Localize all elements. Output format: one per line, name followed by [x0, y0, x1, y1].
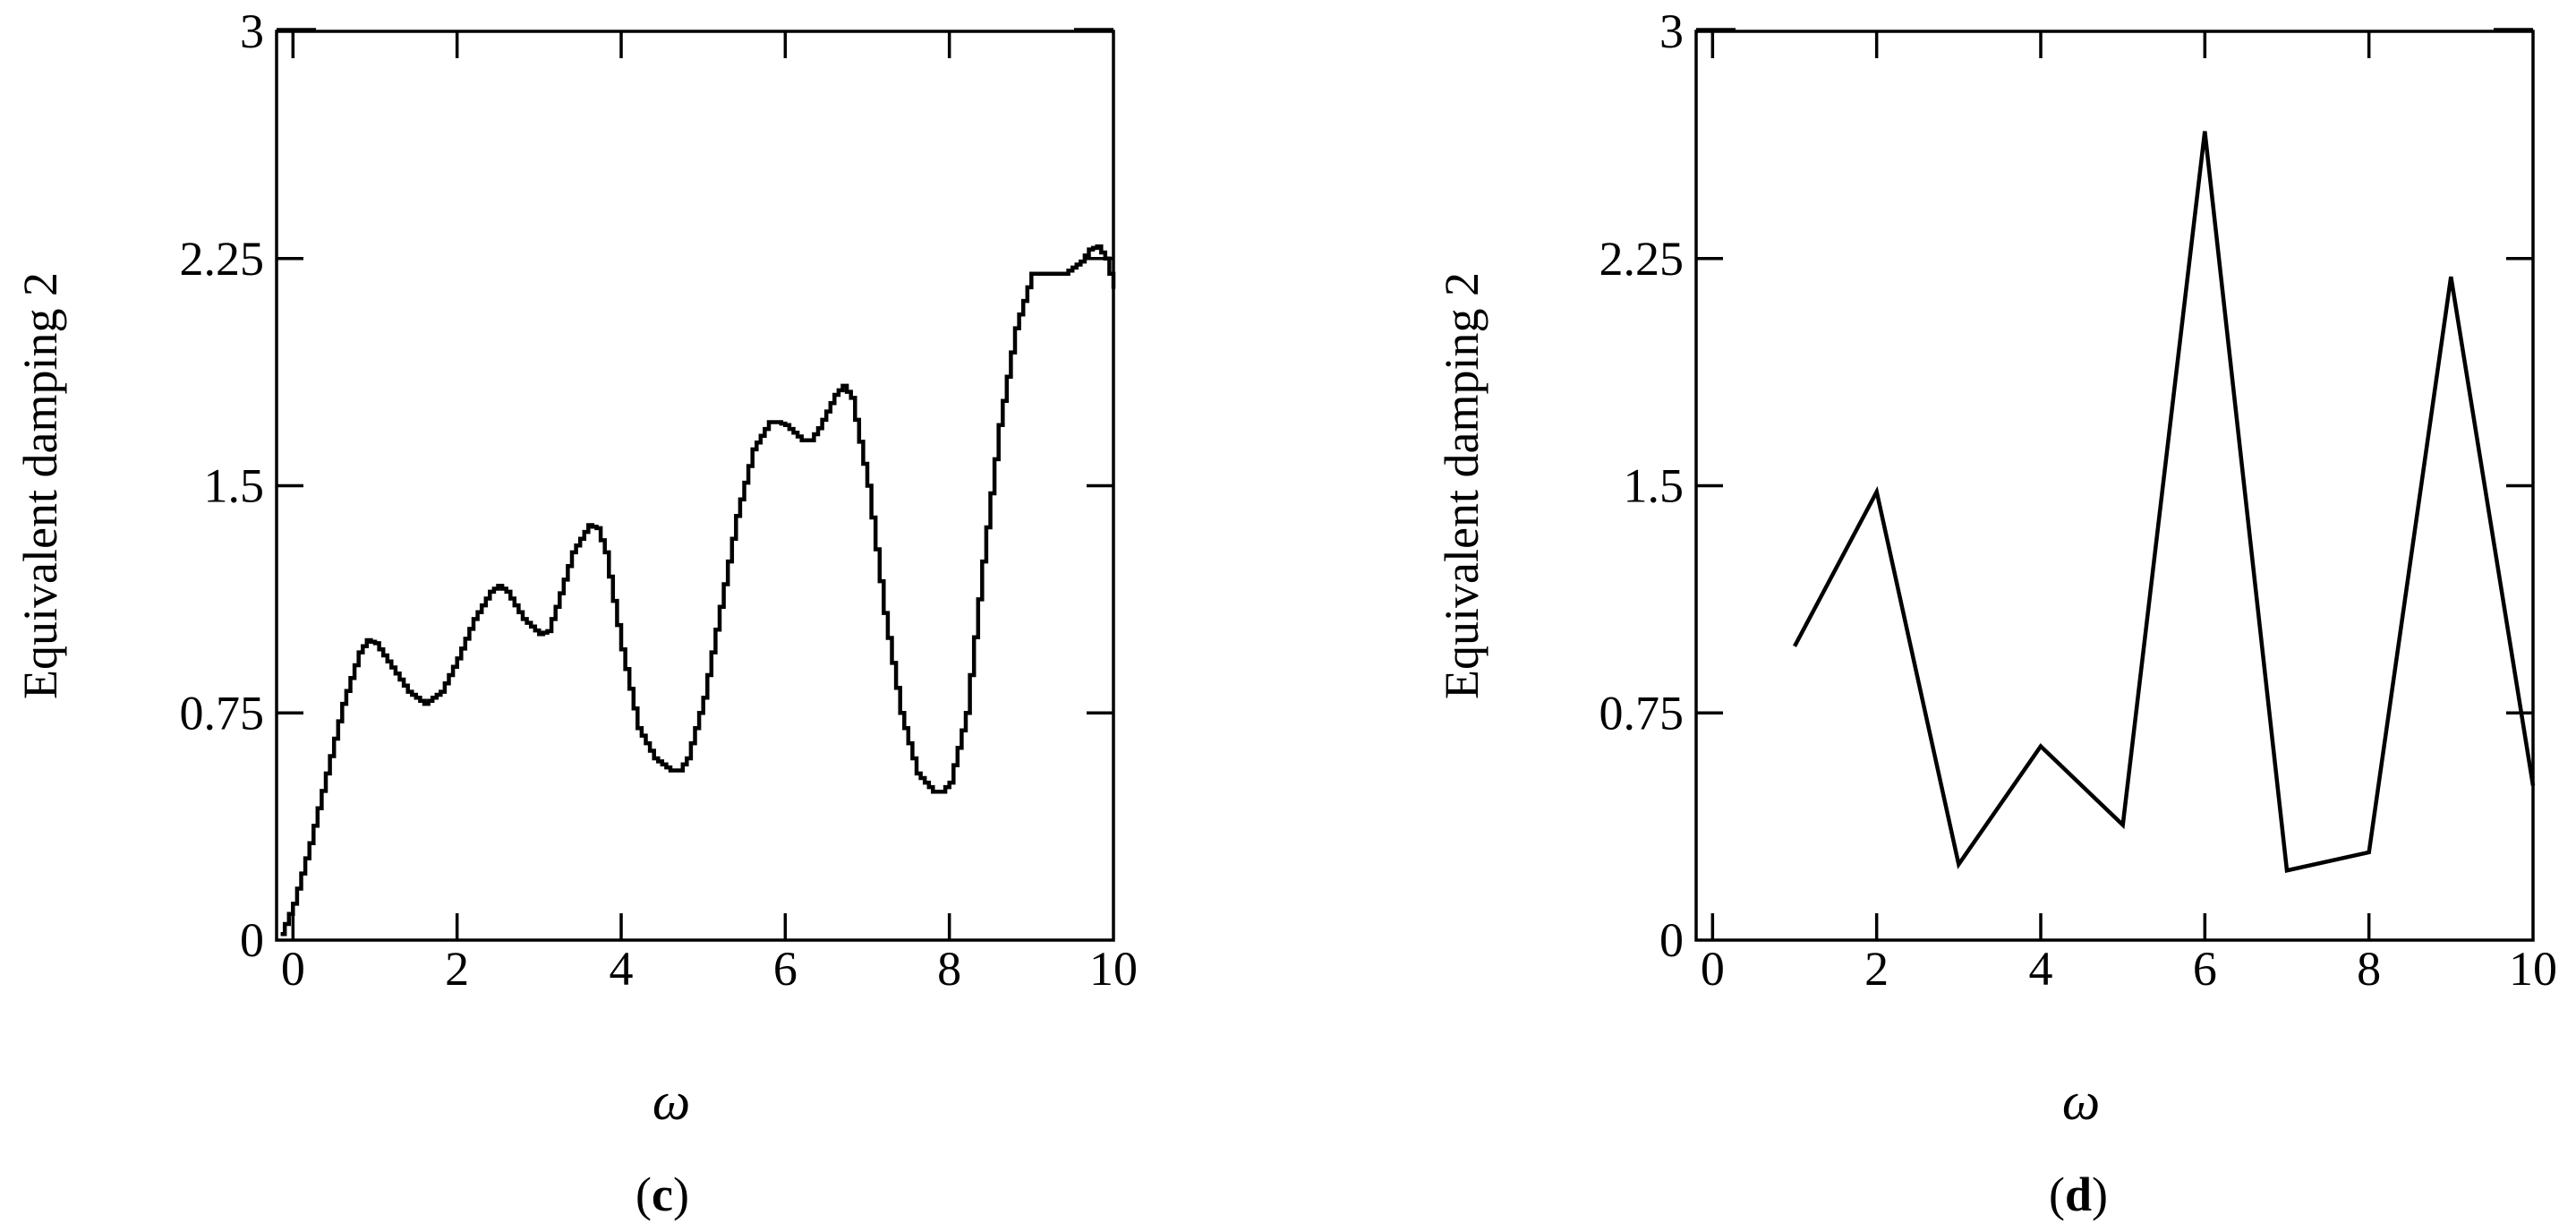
- y-tick-label-c-0: 0: [240, 913, 264, 967]
- y-tick-label-d-2: 1.5: [1624, 459, 1685, 513]
- x-tick-label-d-2: 2: [1864, 942, 1889, 996]
- x-tick-label-c-6: 6: [773, 942, 798, 996]
- axis-ticks-c: [277, 28, 1113, 940]
- tick-labels-d: 0 2 4 6 8 10 0 0.75 1.5 2.25 3: [1599, 4, 2558, 996]
- y-tick-label-d-4: 3: [1659, 4, 1684, 58]
- axis-ticks-d: [1696, 28, 2533, 940]
- panel-caption-letter-d: d: [2065, 1168, 2092, 1221]
- x-tick-label-c-8: 8: [937, 942, 961, 996]
- x-axis-label-d: ω: [2062, 1072, 2100, 1131]
- x-tick-label-c-10: 10: [1089, 942, 1138, 996]
- x-tick-label-d-4: 4: [2029, 942, 2053, 996]
- x-tick-label-c-0: 0: [281, 942, 305, 996]
- plot-frame-d: [1694, 30, 2535, 942]
- x-axis-label-c: ω: [653, 1072, 690, 1131]
- y-tick-label-c-2: 1.5: [204, 459, 265, 513]
- x-tick-label-d-10: 10: [2509, 942, 2557, 996]
- x-tick-label-d-0: 0: [1701, 942, 1725, 996]
- y-tick-label-d-0: 0: [1659, 913, 1684, 967]
- chart-panel-c: 0 2 4 6 8 10 0 0.75 1.5 2.25 3 Equivalent damping …: [13, 4, 1138, 1221]
- panel-caption-letter-c: c: [652, 1168, 673, 1221]
- y-axis-label-d: Equivalent damping 2: [1435, 272, 1488, 699]
- plot-frame-c: [275, 30, 1115, 942]
- y-tick-label-d-3: 2.25: [1599, 232, 1685, 286]
- chart-panel-d: 0 2 4 6 8 10 0 0.75 1.5 2.25 3 Equivalent damping …: [1435, 4, 2557, 1221]
- y-axis-label-c: Equivalent damping 2: [13, 272, 67, 699]
- x-tick-label-d-6: 6: [2193, 942, 2217, 996]
- damping-series-line-d: [1793, 131, 2536, 873]
- x-tick-label-d-8: 8: [2357, 942, 2381, 996]
- panel-caption-d: (d): [2049, 1168, 2108, 1221]
- damping-series-line-c: [280, 244, 1116, 937]
- x-tick-label-c-4: 4: [610, 942, 634, 996]
- y-tick-label-c-4: 3: [240, 4, 264, 58]
- y-tick-label-c-3: 2.25: [180, 232, 265, 286]
- x-tick-label-c-2: 2: [445, 942, 469, 996]
- panel-caption-c: (c): [635, 1168, 689, 1221]
- y-tick-label-d-1: 0.75: [1599, 686, 1685, 740]
- tick-labels-c: 0 2 4 6 8 10 0 0.75 1.5 2.25 3: [180, 4, 1139, 996]
- y-tick-label-c-1: 0.75: [180, 686, 265, 740]
